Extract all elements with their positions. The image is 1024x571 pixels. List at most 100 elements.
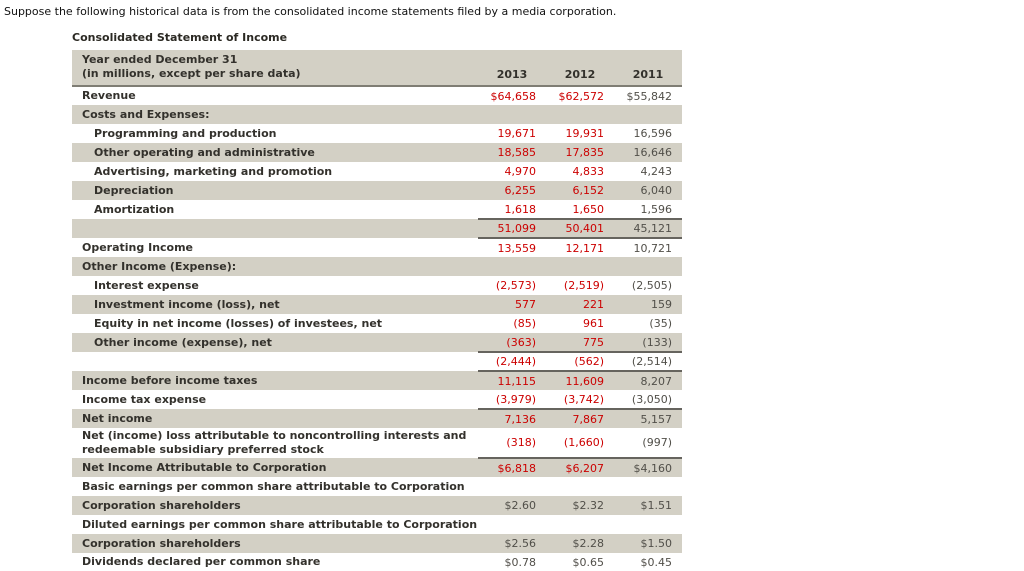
row-label: Revenue [82,89,136,102]
table-row: Programming and production 19,671 19,931 16… [72,124,682,143]
row-label: Basic earnings per common share attribut… [82,479,465,493]
row-value-2012: 50,401 [546,218,614,239]
row-value-2013: $2.60 [478,496,546,515]
row-value-2012: (2,519) [563,279,604,292]
row-value-2013 [478,105,546,124]
row-value-2012: $2.28 [546,534,614,553]
row-label: Amortization [94,202,175,216]
row-value-2011: 5,157 [614,408,682,428]
row-value-2013: (85) [513,317,536,330]
row-value-2013 [478,477,546,496]
table-header: Year ended December 31 (in millions, exc… [72,50,682,87]
table-row: Operating Income 13,559 12,171 10,721 [72,238,682,257]
row-value-2012: 775 [546,333,614,352]
row-value-2012: 4,833 [572,165,605,178]
row-label: Diluted earnings per common share attrib… [82,517,478,531]
row-label [72,219,478,238]
table-row: Advertising, marketing and promotion 4,97… [72,162,682,181]
row-label: Other Income (Expense): [72,257,478,276]
row-value-2013: $64,658 [490,89,537,103]
row-value-2011: (997) [642,436,672,449]
table-row: Depreciation 6,255 6,152 6,040 [72,181,682,200]
table-row: Other operating and administrative 18,585… [72,143,682,162]
table-row: Interest expense (2,573) (2,519) (2,505) [72,276,682,295]
table-row: Net (income) loss attributable to noncon… [72,428,682,458]
row-value-2012: 6,152 [546,181,614,200]
row-value-2012: 17,835 [546,143,614,162]
table-body: Revenue $64,658 $62,572 $55,842 Costs and Ex… [72,86,682,571]
row-value-2012: (3,742) [563,392,604,406]
row-value-2012: (1,660) [563,436,604,449]
row-value-2012: 961 [583,317,604,330]
row-value-2011: 159 [614,295,682,314]
row-label: Equity in net income (losses) of investe… [94,316,383,330]
table-row: Equity in net income (losses) of investe… [72,314,682,333]
row-value-2013 [478,257,546,276]
row-value-2013: 7,136 [478,408,546,428]
income-statement: Consolidated Statement of Income Year en… [72,31,682,571]
row-label: Net (income) loss attributable to noncon… [82,429,467,456]
row-value-2012: 19,931 [565,127,605,140]
row-value-2012 [546,477,614,496]
row-value-2013: (318) [506,436,536,449]
row-value-2011: 1,596 [640,202,673,216]
row-label: Operating Income [82,240,194,254]
table-header-row: Year ended December 31 (in millions, exc… [72,50,682,87]
row-value-2011 [614,515,682,534]
row-label: Depreciation [72,181,478,200]
row-value-2012: 7,867 [546,408,614,428]
table-row: Other income (expense), net (363) 775 (133) [72,333,682,352]
row-value-2012: $0.65 [546,553,614,571]
row-value-2012: 11,609 [546,371,614,390]
row-value-2013: 51,099 [478,218,546,239]
intro-text: Suppose the following historical data is… [4,5,617,18]
row-value-2013: 577 [478,295,546,314]
row-value-2013: (2,573) [495,279,536,292]
row-label: Other operating and administrative [72,143,478,162]
row-label: Income before income taxes [72,371,478,390]
table-row: Costs and Expenses: [72,105,682,124]
table-row: Other Income (Expense): [72,257,682,276]
table-row: Corporation shareholders $2.60 $2.32 $1.51 [72,496,682,515]
row-value-2011 [614,257,682,276]
header-year-2013: 2013 [478,50,546,87]
header-year-2012: 2012 [546,50,614,87]
row-value-2013: $2.56 [478,534,546,553]
table-row: Revenue $64,658 $62,572 $55,842 [72,86,682,105]
header-label-line1: Year ended December 31 [82,53,238,66]
table-row: Corporation shareholders $2.56 $2.28 $1.50 [72,534,682,553]
row-value-2011: $4,160 [614,457,682,477]
statement-title: Consolidated Statement of Income [72,31,288,44]
row-value-2011: 10,721 [633,241,673,255]
row-value-2011: (2,505) [631,279,672,292]
row-label: Income tax expense [82,392,207,406]
table-row: 51,099 50,401 45,121 [72,218,682,239]
row-value-2011: 8,207 [614,371,682,390]
row-value-2011 [614,477,682,496]
row-value-2012 [546,257,614,276]
table-row: Net Income Attributable to Corporation $6… [72,457,682,477]
row-value-2013: 11,115 [478,371,546,390]
row-value-2013: 18,585 [478,143,546,162]
row-label: Other income (expense), net [72,333,478,352]
table-row: Investment income (loss), net 577 221 159 [72,295,682,314]
row-label: Dividends declared per common share [72,553,478,571]
row-value-2012 [546,515,614,534]
row-value-2011: (3,050) [631,392,672,406]
row-value-2012: (562) [546,351,614,372]
row-value-2011: (35) [649,317,672,330]
row-value-2011: (133) [614,333,682,352]
row-value-2011: $1.50 [614,534,682,553]
row-value-2013: (3,979) [495,392,536,406]
row-label: Corporation shareholders [72,496,478,515]
row-label: Programming and production [94,126,277,140]
row-label [72,352,478,371]
row-value-2012: 1,650 [572,202,605,216]
row-value-2011: $1.51 [614,496,682,515]
row-value-2011: 4,243 [640,165,673,178]
row-label: Costs and Expenses: [72,105,478,124]
row-value-2013: $6,818 [478,457,546,477]
row-value-2011: 16,646 [614,143,682,162]
table-row: Dividends declared per common share $0.78… [72,553,682,571]
row-value-2012: $62,572 [558,89,605,103]
